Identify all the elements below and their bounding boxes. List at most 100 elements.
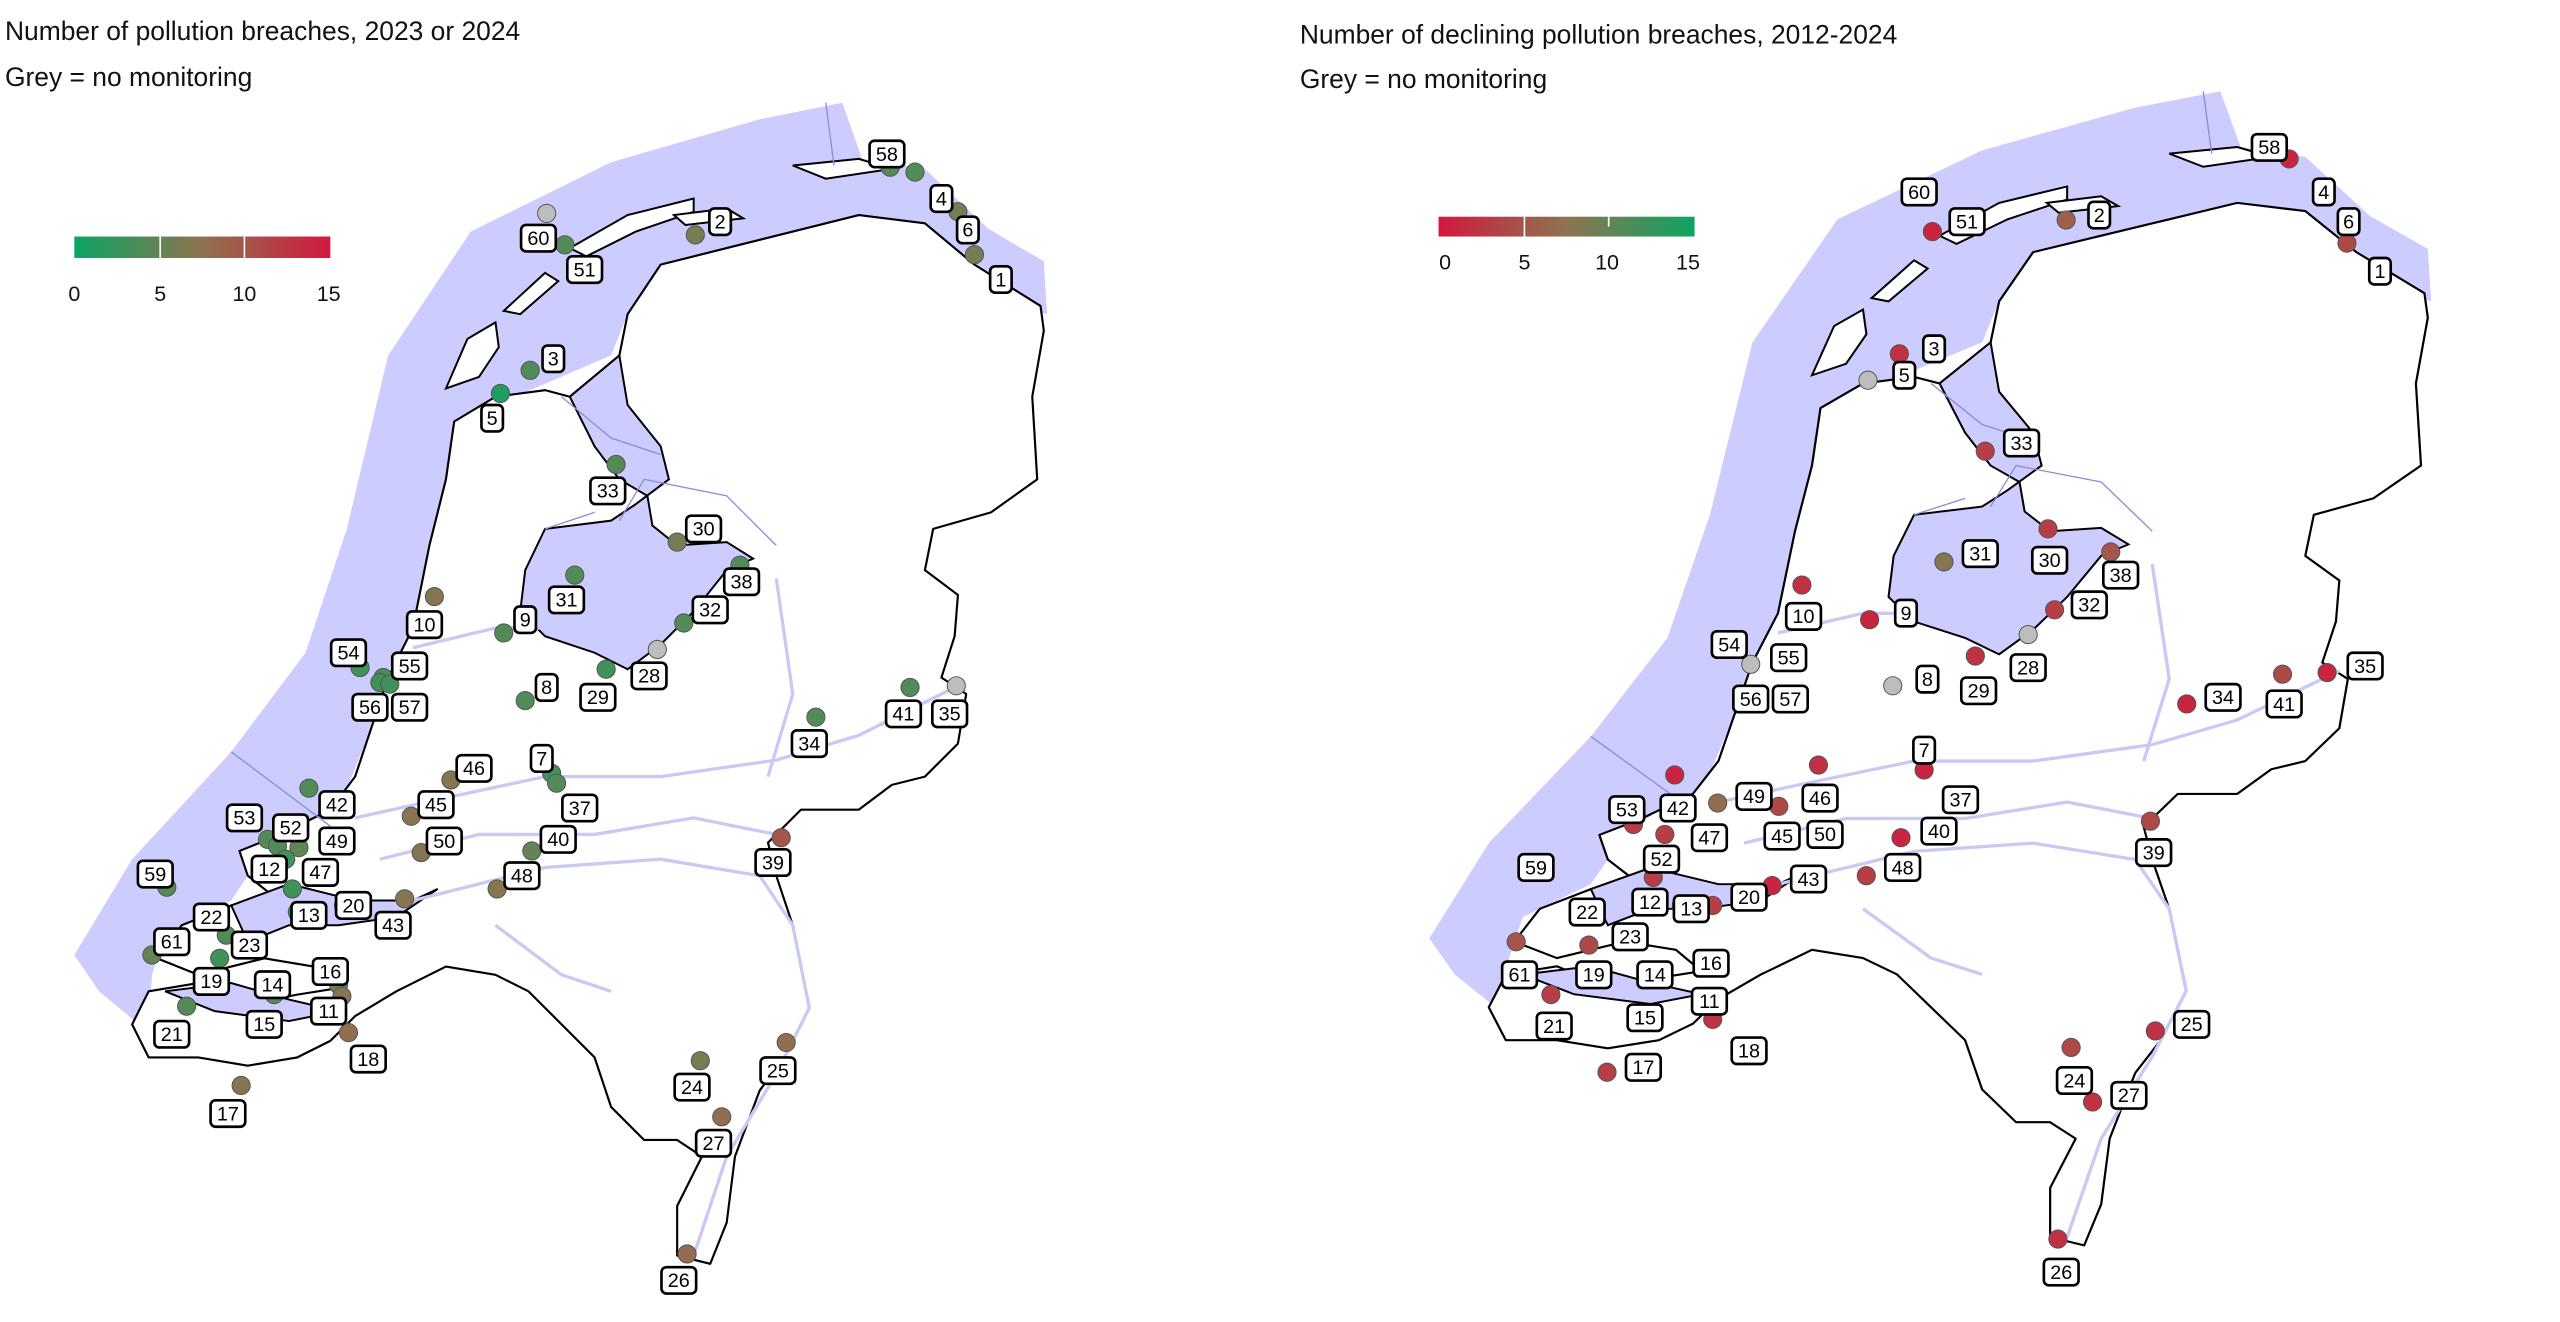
monitoring-point-label: 12 [250, 854, 288, 884]
monitoring-point-marker[interactable] [1860, 610, 1880, 630]
label-text: 21 [161, 1024, 183, 1046]
monitoring-point-marker[interactable] [490, 383, 511, 404]
monitoring-point-marker[interactable] [1506, 932, 1526, 952]
label-text: 56 [1740, 689, 1762, 711]
monitoring-point-marker[interactable] [900, 677, 920, 698]
monitoring-point-marker[interactable] [2145, 1021, 2165, 1041]
label-box [566, 255, 604, 285]
monitoring-point-label: 53 [1608, 795, 1646, 825]
monitoring-point-marker[interactable] [515, 691, 535, 711]
monitoring-point-marker[interactable] [565, 565, 585, 585]
monitoring-point-marker[interactable] [1665, 765, 1685, 785]
label-box [1659, 793, 1697, 823]
label-text: 41 [892, 704, 914, 726]
monitoring-point-marker[interactable] [2045, 600, 2065, 620]
monitoring-point-marker[interactable] [647, 639, 667, 660]
label-box [1732, 684, 1770, 714]
monitoring-point-marker[interactable] [1655, 824, 1675, 844]
label-text: 59 [1525, 857, 1547, 879]
monitoring-point-marker[interactable] [1883, 676, 1903, 696]
monitoring-point-marker[interactable] [424, 587, 444, 607]
monitoring-point-marker[interactable] [2018, 624, 2038, 645]
monitoring-point-marker[interactable] [685, 225, 705, 245]
monitoring-point-marker[interactable] [1856, 866, 1876, 886]
monitoring-point-marker[interactable] [1889, 344, 1909, 364]
monitoring-point-marker[interactable] [667, 532, 687, 552]
monitoring-point-marker[interactable] [299, 778, 319, 798]
monitoring-point-marker[interactable] [1965, 646, 1985, 666]
monitoring-point-label: 52 [272, 813, 310, 843]
monitoring-point-marker[interactable] [2038, 519, 2058, 539]
label-box [579, 682, 617, 712]
monitoring-point-label: 25 [759, 1056, 797, 1086]
monitoring-point-marker[interactable] [946, 676, 966, 696]
monitoring-point-marker[interactable] [905, 162, 925, 182]
monitoring-point-marker[interactable] [547, 773, 567, 793]
monitoring-point-marker[interactable] [2056, 210, 2076, 230]
monitoring-point-marker[interactable] [1579, 935, 1599, 955]
label-text: 16 [319, 961, 341, 983]
monitoring-point-marker[interactable] [596, 659, 616, 679]
label-box [1672, 894, 1710, 924]
monitoring-point-marker[interactable] [520, 360, 540, 380]
monitoring-point-label: 54 [1710, 629, 1748, 660]
monitoring-point-marker[interactable] [674, 613, 694, 633]
monitoring-point-marker[interactable] [494, 623, 514, 643]
monitoring-point-marker[interactable] [555, 235, 575, 255]
monitoring-point-marker[interactable] [1934, 552, 1954, 572]
monitoring-point-marker[interactable] [2140, 811, 2160, 831]
label-box [1608, 795, 1646, 825]
monitoring-point-marker[interactable] [771, 828, 791, 848]
monitoring-point-marker[interactable] [1922, 222, 1942, 242]
monitoring-point-marker[interactable] [2048, 1229, 2068, 1249]
label-text: 23 [1619, 927, 1641, 949]
monitoring-point-marker[interactable] [177, 996, 197, 1016]
monitoring-point-marker[interactable] [712, 1107, 732, 1127]
label-box [351, 692, 389, 722]
monitoring-point-label: 11 [1690, 986, 1729, 1016]
monitoring-point-label: 46 [1801, 783, 1839, 813]
monitoring-point-marker[interactable] [1975, 441, 1995, 461]
label-text: 13 [298, 905, 320, 927]
monitoring-point-marker[interactable] [1808, 755, 1829, 775]
label-box [2250, 132, 2288, 162]
monitoring-point-marker[interactable] [210, 948, 230, 968]
monitoring-point-marker[interactable] [522, 841, 542, 861]
monitoring-point-marker[interactable] [338, 1023, 359, 1043]
monitoring-point-marker[interactable] [395, 889, 415, 909]
monitoring-point-marker[interactable] [1891, 828, 1911, 848]
label-text: 55 [1778, 648, 1800, 670]
monitoring-point-marker[interactable] [2337, 233, 2357, 253]
monitoring-point-marker[interactable] [776, 1032, 796, 1053]
monitoring-point-marker[interactable] [606, 454, 626, 475]
label-box [2110, 1080, 2148, 1110]
monitoring-point-marker[interactable] [964, 245, 985, 265]
monitoring-point-marker[interactable] [231, 1075, 251, 1096]
monitoring-point-marker[interactable] [677, 1244, 697, 1264]
monitoring-point-marker[interactable] [2317, 662, 2337, 683]
monitoring-point-marker[interactable] [690, 1051, 710, 1071]
label-text: 29 [1968, 681, 1990, 703]
right-legend-tick: 5 [1518, 251, 1530, 275]
monitoring-point-marker[interactable] [806, 707, 826, 727]
monitoring-point-marker[interactable] [2177, 694, 2197, 714]
label-box [253, 970, 292, 1000]
label-text: 19 [1583, 965, 1605, 987]
label-text: 50 [433, 831, 455, 853]
label-text: 22 [1576, 902, 1598, 924]
monitoring-point-marker[interactable] [2101, 542, 2121, 562]
monitoring-point-marker[interactable] [2083, 1092, 2103, 1112]
monitoring-point-marker[interactable] [1858, 370, 1878, 390]
monitoring-point-marker[interactable] [282, 879, 302, 899]
monitoring-point-marker[interactable] [1708, 793, 1728, 813]
label-text: 8 [1922, 669, 1933, 691]
monitoring-point-marker[interactable] [2061, 1037, 2081, 1058]
monitoring-point-marker[interactable] [1792, 575, 1812, 595]
monitoring-point-label: 6 [955, 215, 980, 245]
monitoring-point-marker[interactable] [1541, 985, 1561, 1005]
monitoring-point-marker[interactable] [2272, 664, 2293, 684]
monitoring-point-marker[interactable] [537, 203, 557, 223]
monitoring-point-marker[interactable] [1597, 1062, 1617, 1082]
monitoring-point-label: 38 [722, 567, 761, 597]
monitoring-point-marker[interactable] [1741, 654, 1761, 674]
